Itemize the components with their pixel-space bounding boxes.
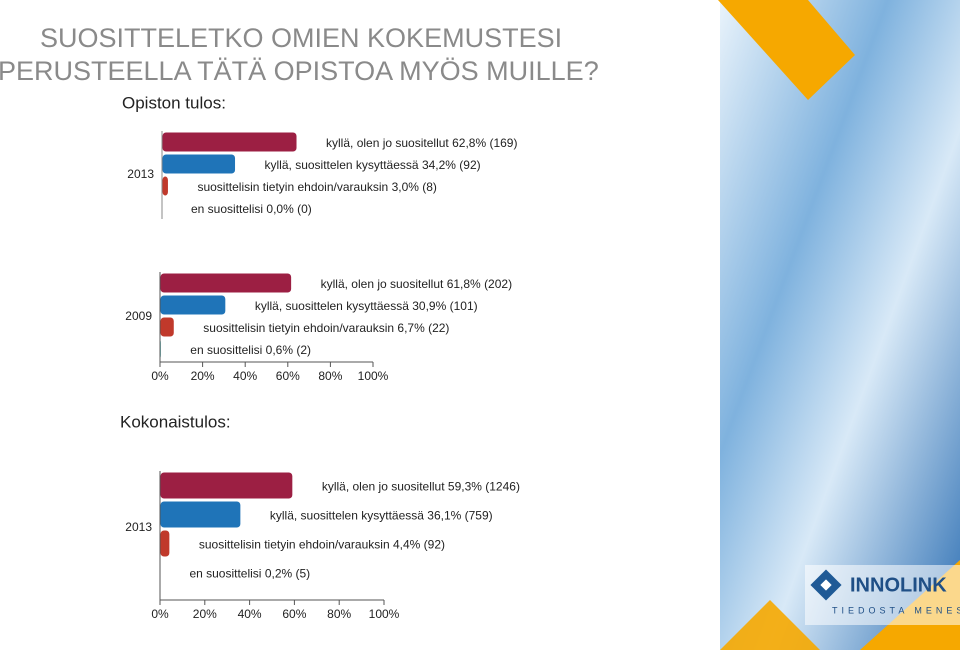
bar (159, 272, 293, 294)
series-name: en suosittelisi (190, 343, 262, 357)
value-label: 6,7% (22) (397, 321, 449, 335)
data-label: suosittelisin tietyin ehdoin/varauksin 4… (199, 538, 445, 552)
series-name: kyllä, olen jo suositellut (321, 277, 444, 291)
series-name: kyllä, suosittelen kysyttäessä (270, 509, 424, 523)
series-name: en suosittelisi (189, 567, 261, 581)
value-label: 0,0% (0) (266, 202, 311, 216)
x-tick-label: 40% (238, 607, 262, 621)
x-tick-label: 20% (193, 607, 217, 621)
value-label: 36,1% (759) (427, 509, 492, 523)
data-label: kyllä, olen jo suositellut 59,3% (1246) (322, 480, 520, 494)
bar (161, 131, 298, 153)
value-label: 0,2% (5) (265, 567, 310, 581)
series-name: kyllä, suosittelen kysyttäessä (265, 158, 419, 172)
logo: INNOLINK (850, 574, 947, 596)
category-label: 2013 (127, 167, 154, 181)
series-name: suosittelisin tietyin ehdoin/varauksin (197, 180, 388, 194)
series-name: kyllä, suosittelen kysyttäessä (255, 299, 409, 313)
value-label: 4,4% (92) (393, 538, 445, 552)
section-label: Kokonaistulos: (120, 412, 231, 431)
data-label: en suosittelisi 0,2% (5) (189, 567, 310, 581)
value-label: 61,8% (202) (447, 277, 512, 291)
title-line: SUOSITTELETKO OMIEN KOKEMUSTESI (40, 23, 562, 53)
bar (159, 500, 242, 529)
value-label: 3,0% (8) (392, 180, 437, 194)
tagline: TIEDOSTA MENESTYS (832, 605, 960, 615)
title-line: PERUSTEELLA TÄTÄ OPISTOA MYÖS MUILLE? (0, 56, 599, 86)
data-label: suosittelisin tietyin ehdoin/varauksin 3… (197, 180, 436, 194)
x-tick-label: 0% (151, 369, 169, 383)
series-name: en suosittelisi (191, 202, 263, 216)
category-label: 2013 (125, 520, 152, 534)
data-label: kyllä, suosittelen kysyttäessä 36,1% (75… (270, 509, 493, 523)
data-label: kyllä, suosittelen kysyttäessä 34,2% (92… (265, 158, 481, 172)
corner-decoration (718, 0, 855, 100)
x-tick-label: 60% (276, 369, 300, 383)
value-label: 59,3% (1246) (448, 480, 520, 494)
category-label: 2009 (125, 309, 152, 323)
series-name: kyllä, olen jo suositellut (326, 136, 449, 150)
x-tick-label: 20% (191, 369, 215, 383)
x-tick-label: 0% (151, 607, 169, 621)
bar (159, 471, 294, 500)
data-label: suosittelisin tietyin ehdoin/varauksin 6… (203, 321, 449, 335)
x-tick-label: 60% (282, 607, 306, 621)
sky-panel (720, 0, 960, 650)
bar (161, 175, 169, 197)
data-label: kyllä, olen jo suositellut 61,8% (202) (321, 277, 512, 291)
value-label: 62,8% (169) (452, 136, 517, 150)
x-tick-label: 80% (318, 369, 342, 383)
data-label: en suosittelisi 0,0% (0) (191, 202, 312, 216)
bar (159, 529, 171, 558)
value-label: 30,9% (101) (412, 299, 477, 313)
value-label: 0,6% (2) (266, 343, 311, 357)
data-label: en suosittelisi 0,6% (2) (190, 343, 311, 357)
bar (161, 153, 237, 175)
data-label: kyllä, olen jo suositellut 62,8% (169) (326, 136, 517, 150)
x-tick-label: 40% (233, 369, 257, 383)
series-name: suosittelisin tietyin ehdoin/varauksin (203, 321, 394, 335)
bar (159, 316, 175, 338)
data-label: kyllä, suosittelen kysyttäessä 30,9% (10… (255, 299, 478, 313)
bar (159, 294, 227, 316)
series-name: suosittelisin tietyin ehdoin/varauksin (199, 538, 390, 552)
series-name: kyllä, olen jo suositellut (322, 480, 445, 494)
x-tick-label: 80% (327, 607, 351, 621)
value-label: 34,2% (92) (422, 158, 481, 172)
section-label: Opiston tulos: (122, 93, 226, 112)
corner-decoration (720, 600, 820, 650)
x-tick-label: 100% (369, 607, 400, 621)
x-tick-label: 100% (358, 369, 389, 383)
